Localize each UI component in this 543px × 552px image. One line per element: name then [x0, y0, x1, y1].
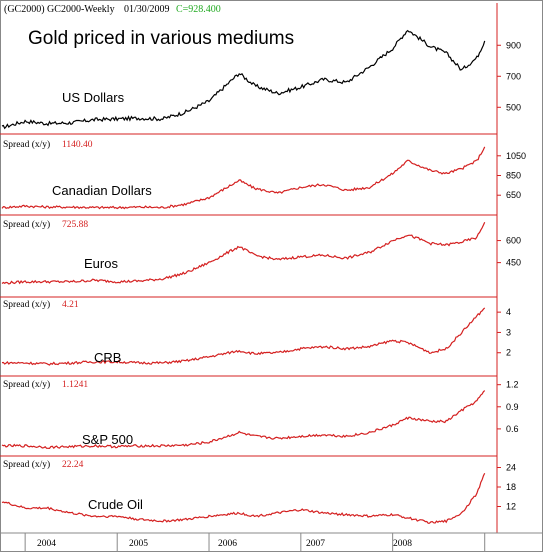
panel-label: Canadian Dollars [52, 183, 152, 198]
y-tick-label: 18 [506, 482, 516, 492]
y-tick-label: 450 [506, 258, 521, 268]
panel-label: US Dollars [62, 90, 125, 105]
spread-label: Spread (x/y) [3, 379, 50, 390]
series-line [1, 221, 486, 285]
x-tick-label: 2008 [393, 539, 412, 549]
series-line [1, 146, 486, 210]
y-tick-label: 900 [506, 40, 521, 50]
series-line [1, 307, 486, 366]
series-line [1, 390, 486, 450]
spread-label: Spread (x/y) [3, 139, 50, 150]
y-tick-label: 3 [506, 327, 511, 337]
y-tick-label: 1050 [506, 151, 526, 161]
spread-value: 725.88 [62, 220, 88, 230]
y-tick-label: 12 [506, 502, 516, 512]
y-tick-label: 600 [506, 236, 521, 246]
y-tick-label: 500 [506, 102, 521, 112]
panel-crb: 4 3 2 CRB [0, 307, 511, 377]
y-tick-label: 700 [506, 71, 521, 81]
spread-value: 4.21 [62, 300, 79, 310]
spread-label: Spread (x/y) [3, 219, 50, 230]
panel-crude-oil: 24 18 12 Crude Oil [1, 463, 516, 524]
panel-label: CRB [94, 350, 121, 365]
spread-value: 1140.40 [62, 140, 93, 150]
chart-title: Gold priced in various mediums [28, 28, 294, 49]
date-axis: 2004 2005 2006 2007 2008 [37, 539, 412, 549]
y-tick-label: 650 [506, 190, 521, 200]
y-tick-label: 24 [506, 463, 516, 473]
series-line [1, 472, 486, 524]
panel-label: Crude Oil [88, 497, 143, 512]
spread-label: Spread (x/y) [3, 299, 50, 310]
y-tick-label: 850 [506, 171, 521, 181]
spread-label: Spread (x/y) [3, 459, 50, 470]
y-tick-label: 0.9 [506, 402, 519, 412]
series-line [1, 29, 486, 130]
x-tick-label: 2005 [129, 539, 148, 549]
x-tick-label: 2004 [37, 539, 56, 549]
date-axis-ticks [24, 533, 486, 552]
chart-close-header: C=928.400 [176, 4, 221, 15]
chart-symbol-header: (GC2000) GC2000-Weekly [4, 4, 115, 15]
spread-value: 1.1241 [62, 380, 88, 390]
y-tick-label: 1.2 [506, 380, 519, 390]
panel-us-dollars: 900 700 500 US Dollars [0, 29, 521, 135]
panel-label: S&P 500 [82, 432, 133, 447]
y-tick-label: 0.6 [506, 424, 519, 434]
spread-value: 22.24 [62, 460, 84, 470]
x-tick-label: 2007 [306, 539, 325, 549]
panel-canadian-dollars: 1050 850 650 Canadian Dollars [0, 146, 526, 216]
y-tick-label: 2 [506, 348, 511, 358]
chart-date-header: 01/30/2009 [124, 4, 170, 15]
chart-panels: 900 700 500 US Dollars 1050 850 650 Canadian Do… [0, 29, 526, 524]
x-tick-label: 2006 [218, 539, 237, 549]
panel-s-p-500: 1.2 0.9 0.6 S&P 500 [0, 380, 519, 457]
panel-label: Euros [84, 256, 118, 271]
y-tick-label: 4 [506, 307, 511, 317]
panel-euros: 600 450 Euros [0, 221, 521, 298]
